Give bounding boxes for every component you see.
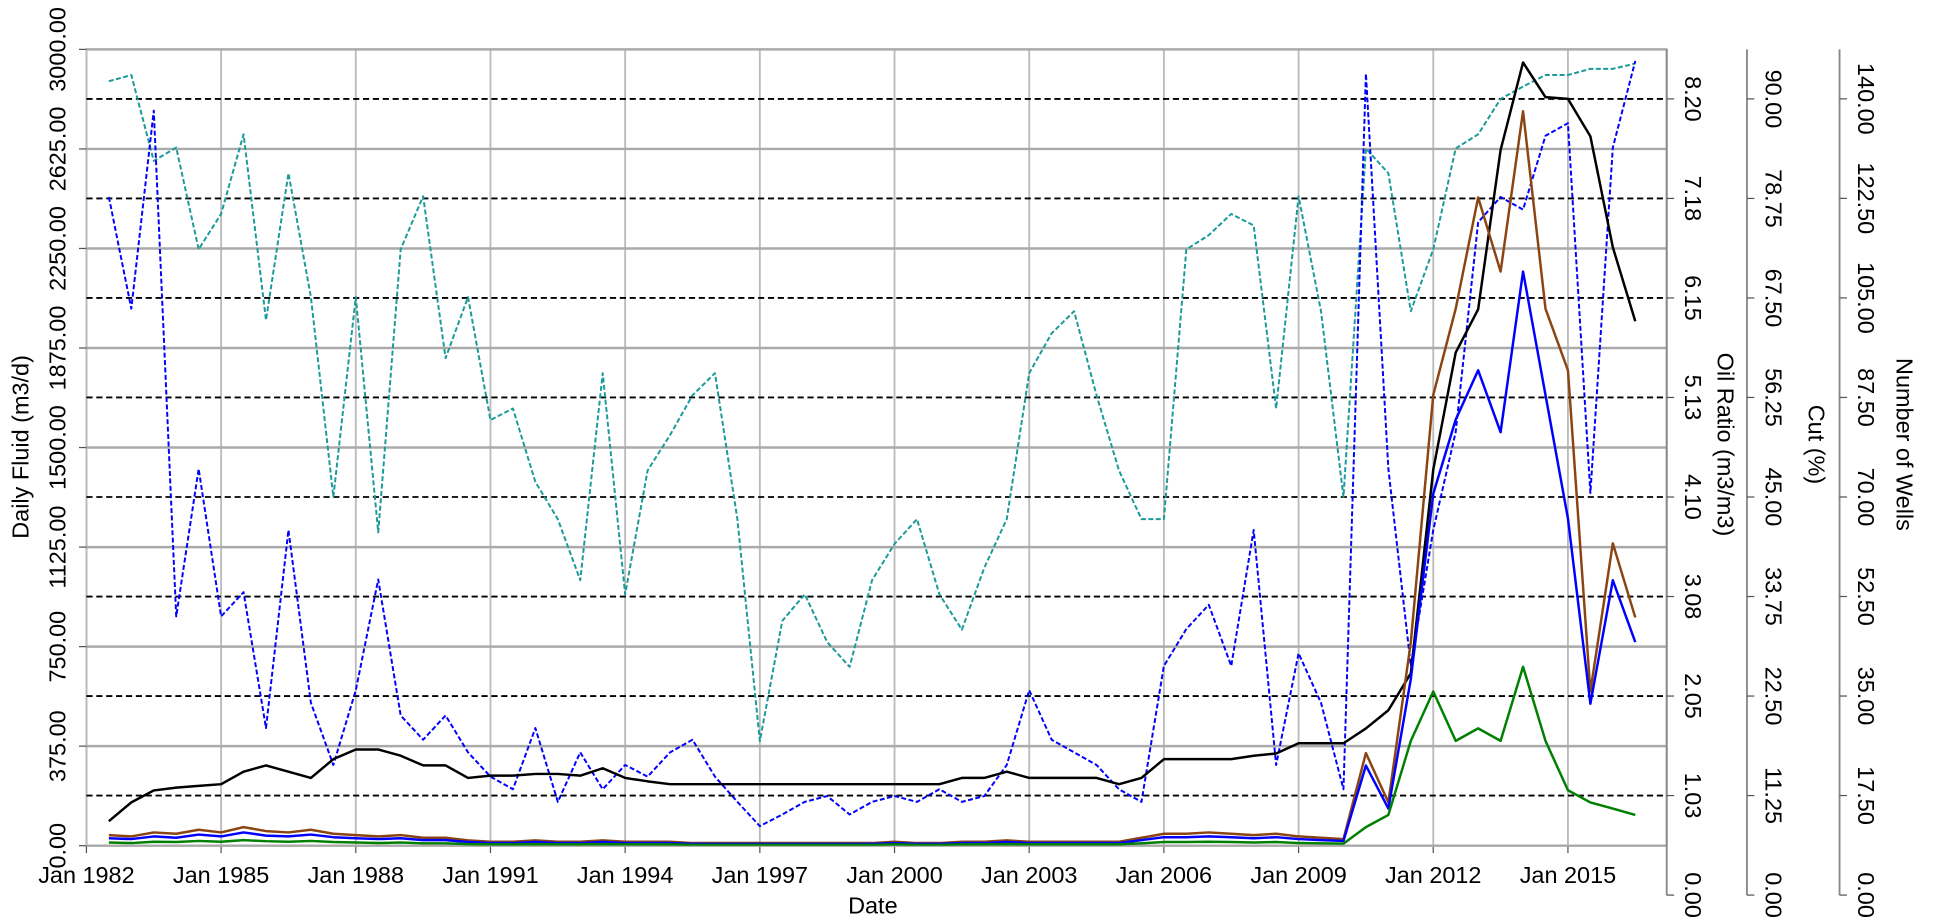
- x-tick-label: Jan 2003: [981, 862, 1077, 888]
- x-tick-label: Jan 2000: [846, 862, 942, 888]
- x-tick-label: Jan 2015: [1520, 862, 1616, 888]
- series-line: [107, 60, 1637, 828]
- x-tick-label: Jan 2009: [1250, 862, 1346, 888]
- x-tick-label: Jan 1997: [712, 862, 808, 888]
- y4-axis-label: Number of Wells: [1891, 358, 1917, 531]
- y3-axis-label: Cut (%): [1804, 405, 1830, 484]
- y3-tick-label: 0.00: [1760, 872, 1786, 918]
- x-axis-label: Date: [848, 893, 898, 919]
- y3-tick-label: 90.00: [1760, 70, 1786, 129]
- y4-tick-label: 0.00: [1853, 872, 1879, 918]
- x-tick-label: Jan 1994: [577, 862, 673, 888]
- y4-tick-label: 140.00: [1853, 63, 1879, 135]
- y2-tick-label: 8.20: [1680, 76, 1706, 122]
- x-tick-label: Jan 1982: [38, 862, 134, 888]
- x-tick-label: Jan 2012: [1385, 862, 1481, 888]
- y4-tick-label: 70.00: [1853, 468, 1879, 527]
- y4-tick-label: 52.50: [1853, 567, 1879, 626]
- series-line: [108, 665, 1636, 846]
- y4-tick-label: 105.00: [1853, 262, 1879, 334]
- y-tick-label: 375.00: [44, 710, 70, 782]
- y-tick-label: 2625.00: [44, 107, 70, 192]
- y-tick-label: 750.00: [44, 611, 70, 683]
- y-tick-label: 1125.00: [44, 506, 70, 589]
- y2-tick-label: 6.15: [1680, 275, 1706, 321]
- y2-axis-label: Oil Ratio (m3/m3): [1712, 353, 1738, 537]
- y3-tick-label: 67.50: [1760, 269, 1786, 328]
- y3-tick-label: 45.00: [1760, 468, 1786, 527]
- y2-tick-label: 1.03: [1680, 773, 1706, 819]
- y2-tick-label: 3.08: [1680, 574, 1706, 620]
- y4-tick-label: 17.50: [1853, 766, 1879, 825]
- y2-tick-label: 5.13: [1680, 375, 1706, 421]
- chart-body: Date Daily Fluid (m3/d) Oil Ratio (m3/m3…: [7, 7, 1917, 919]
- y2-tick-label: 4.10: [1680, 474, 1706, 520]
- y-tick-label: 3000.00: [44, 7, 70, 92]
- y-tick-label: 2250.00: [44, 206, 70, 291]
- y4-tick-label: 122.50: [1853, 163, 1879, 235]
- x-tick-label: Jan 1988: [308, 862, 404, 888]
- y-axis-label: Daily Fluid (m3/d): [7, 355, 33, 539]
- y2-tick-label: 0.00: [1680, 872, 1706, 918]
- series-group: [107, 60, 1637, 846]
- y4-tick-label: 87.50: [1853, 368, 1879, 427]
- y3-tick-label: 11.25: [1760, 767, 1786, 824]
- y-tick-label: 1500.00: [44, 405, 70, 490]
- y-tick-label: 1875.00: [44, 306, 70, 391]
- x-tick-label: Jan 2006: [1116, 862, 1212, 888]
- y4-tick-label: 35.00: [1853, 667, 1879, 726]
- series-line: [108, 61, 1637, 823]
- x-tick-label: Jan 1991: [442, 862, 538, 888]
- x-tick-label: Jan 1985: [173, 862, 269, 888]
- y3-tick-label: 78.75: [1760, 169, 1786, 228]
- y3-tick-label: 33.75: [1760, 567, 1786, 626]
- y3-tick-label: 22.50: [1760, 667, 1786, 726]
- y3-tick-label: 56.25: [1760, 368, 1786, 427]
- series-line: [108, 62, 1636, 743]
- y2-tick-label: 2.05: [1680, 673, 1706, 719]
- y2-tick-label: 7.18: [1680, 176, 1706, 222]
- y-tick-label: 0.00: [44, 823, 70, 869]
